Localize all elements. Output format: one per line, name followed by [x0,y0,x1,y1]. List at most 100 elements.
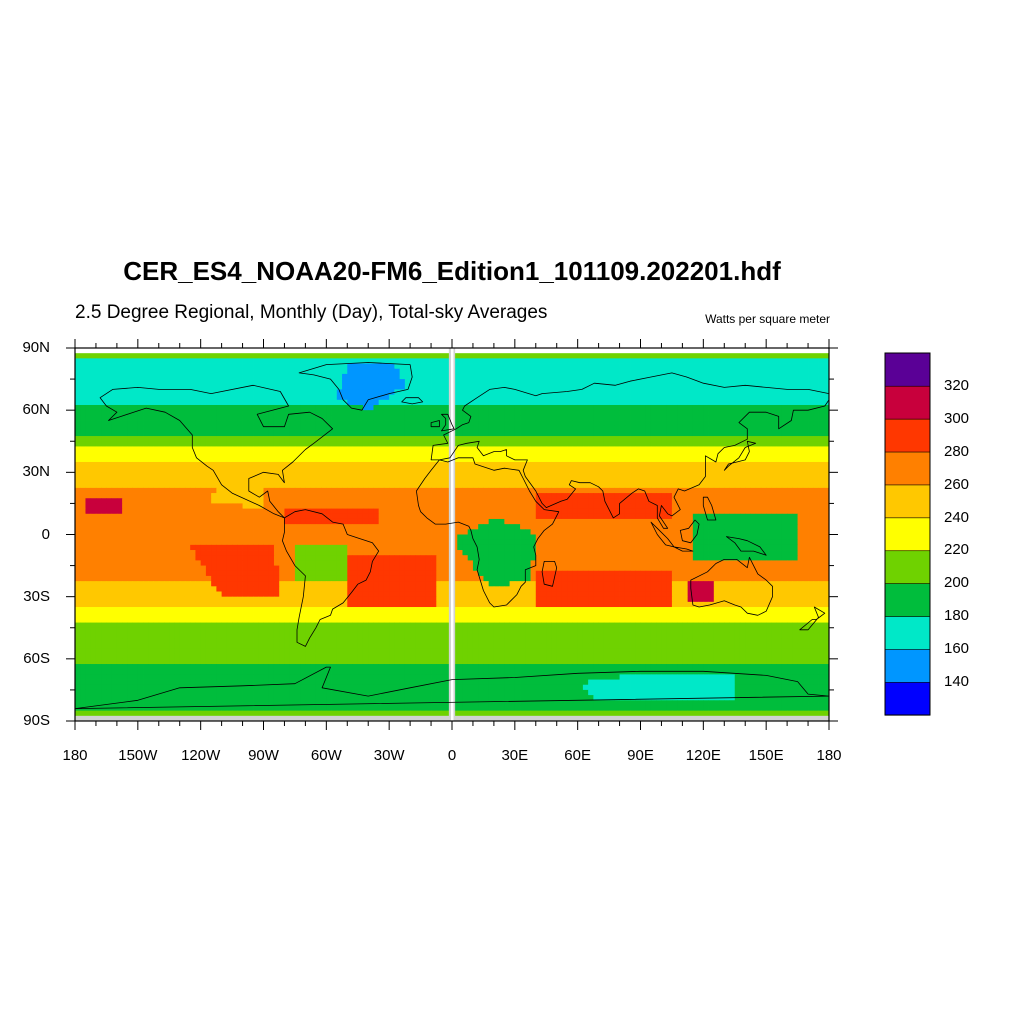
grid-cell [656,456,662,463]
grid-cell [739,503,746,509]
grid-cell [698,498,704,504]
grid-cell [420,493,427,499]
grid-cell [431,472,437,478]
grid-cell [787,399,793,406]
grid-cell [582,472,589,478]
grid-cell [535,373,542,380]
grid-cell [347,389,353,396]
grid-cell [284,498,291,504]
grid-cell [729,446,736,453]
grid-cell [184,368,191,375]
grid-cell [436,415,442,421]
grid-cell [436,389,442,396]
grid-cell [572,513,579,520]
grid-cell [541,487,547,494]
grid-cell [530,363,537,370]
grid-cell [158,518,165,525]
grid-cell [588,373,594,380]
grid-cell [698,430,704,437]
grid-cell [729,456,736,463]
grid-cell [127,524,133,530]
grid-cell [630,430,636,437]
grid-cell [603,384,610,390]
grid-cell [137,524,144,530]
grid-cell [300,508,306,515]
grid-cell [588,456,594,463]
grid-cell [122,524,128,530]
grid-cell [708,353,715,359]
grid-cell [619,482,626,489]
grid-cell [509,410,516,416]
grid-cell [415,404,421,411]
grid-cell [221,487,228,494]
grid-cell [630,425,636,432]
grid-cell [457,456,463,463]
grid-cell [321,477,327,484]
grid-cell [347,503,353,509]
grid-cell [677,498,683,504]
grid-cell [713,436,720,442]
grid-cell [336,441,343,447]
grid-cell [551,503,558,509]
grid-cell [315,379,322,385]
grid-cell [635,384,641,390]
grid-cell [467,394,474,401]
grid-cell [389,399,395,406]
grid-cell [342,436,348,442]
grid-cell [389,508,395,515]
grid-cell [195,353,202,359]
grid-cell [305,436,312,442]
grid-cell [90,498,97,504]
grid-cell [273,389,280,396]
grid-cell [729,482,736,489]
grid-cell [148,404,154,411]
grid-cell [640,472,647,478]
grid-cell [378,493,385,499]
grid-cell [525,487,531,494]
grid-cell [226,451,233,458]
grid-cell [347,436,353,442]
grid-cell [677,373,683,380]
grid-cell [294,472,301,478]
grid-cell [719,379,725,385]
grid-cell [687,482,694,489]
grid-cell [582,524,589,530]
grid-cell [80,353,86,359]
grid-cell [289,394,296,401]
grid-cell [357,430,364,437]
grid-cell [315,404,322,411]
grid-cell [504,482,510,489]
grid-cell [499,487,505,494]
grid-cell [211,472,217,478]
grid-cell [336,493,343,499]
grid-cell [268,410,275,416]
grid-cell [603,451,610,458]
grid-cell [792,441,798,447]
grid-cell [478,513,484,520]
grid-cell [698,503,704,509]
grid-cell [153,482,160,489]
grid-cell [755,493,762,499]
grid-cell [357,404,364,411]
grid-cell [127,358,133,364]
grid-cell [457,482,463,489]
grid-cell [682,482,689,489]
grid-cell [80,472,86,478]
grid-cell [310,389,317,396]
grid-cell [143,441,149,447]
grid-cell [776,508,783,515]
grid-cell [352,461,359,468]
grid-cell [263,430,270,437]
grid-cell [703,482,709,489]
grid-cell [179,493,186,499]
grid-cell [593,467,600,473]
grid-cell [760,430,767,437]
grid-cell [593,430,600,437]
grid-cell [760,456,767,463]
grid-cell [682,472,689,478]
grid-cell [221,503,228,509]
grid-cell [567,441,573,447]
grid-cell [232,410,238,416]
grid-cell [190,493,196,499]
grid-cell [179,410,186,416]
